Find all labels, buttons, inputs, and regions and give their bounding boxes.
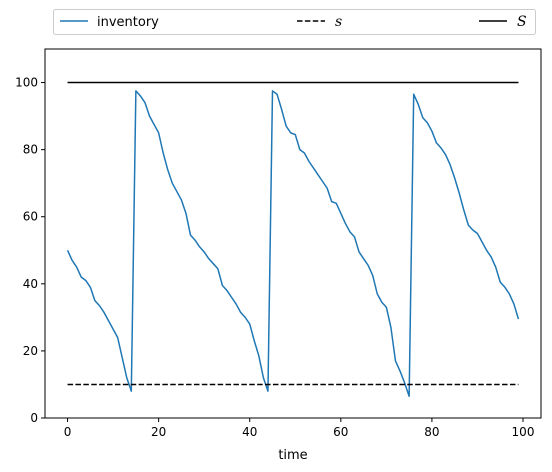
y-tick-label: 0 <box>30 411 38 425</box>
legend-label-s-upper: S <box>517 14 527 30</box>
legend: inventory s S <box>53 9 536 35</box>
series-layer <box>66 81 520 397</box>
y-tick-label: 60 <box>23 210 38 224</box>
legend-label-inventory: inventory <box>97 15 159 30</box>
x-tick-label: 20 <box>151 425 166 439</box>
y-tick-label: 40 <box>23 277 38 291</box>
legend-label-s-lower: s <box>335 14 342 30</box>
y-axis: 0 20 40 60 80 100 <box>15 76 45 425</box>
plot-area <box>44 48 542 419</box>
series-line-inventory <box>66 90 520 397</box>
x-tick-label: 60 <box>333 425 348 439</box>
x-tick-label: 0 <box>64 425 72 439</box>
y-tick-label: 100 <box>15 76 38 90</box>
x-axis-label: time <box>278 448 307 463</box>
x-tick-label: 40 <box>242 425 257 439</box>
y-tick-label: 20 <box>23 344 38 358</box>
x-axis: 0 20 40 60 80 100 <box>64 418 535 439</box>
legend-frame <box>53 9 536 35</box>
y-tick-label: 80 <box>23 143 38 157</box>
x-tick-label: 80 <box>424 425 439 439</box>
x-tick-label: 100 <box>512 425 535 439</box>
